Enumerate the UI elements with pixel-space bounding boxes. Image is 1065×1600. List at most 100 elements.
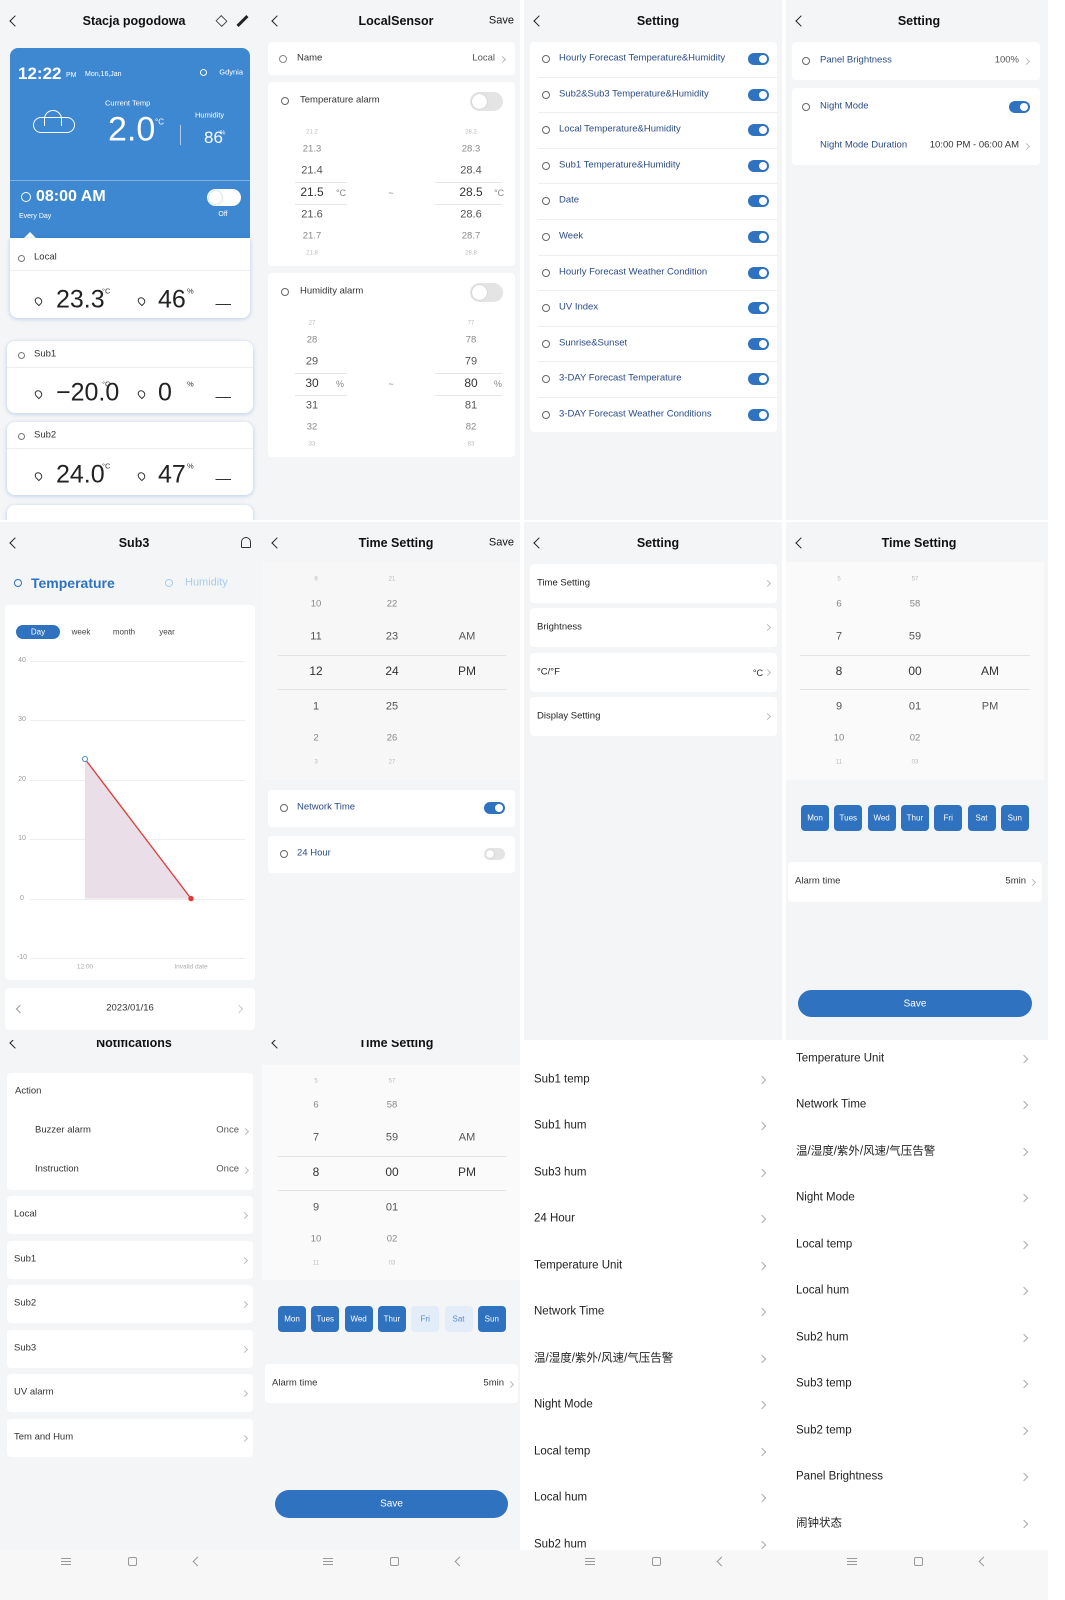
screen: Sub3 Temperature Humidity Day week month year -… — [0, 522, 262, 1040]
bell-icon[interactable] — [241, 537, 251, 548]
layers-icon[interactable] — [215, 15, 228, 27]
day-button[interactable] — [900, 805, 929, 831]
grid-line — [30, 779, 245, 781]
day-button[interactable] — [1000, 805, 1029, 831]
back-button[interactable] — [9, 15, 21, 27]
picker-option: PM — [458, 664, 476, 679]
list-item: Temperature Unit — [796, 1052, 885, 1065]
day-button[interactable] — [278, 1306, 306, 1332]
trend-icon[interactable] — [215, 473, 231, 480]
chevron-icon — [757, 1447, 767, 1456]
trend-icon[interactable] — [215, 298, 231, 305]
picker-option: 03 — [911, 759, 919, 766]
list-item: Sub1 hum — [534, 1119, 587, 1132]
save-button[interactable] — [275, 1490, 508, 1518]
humidity-label: Humidity — [195, 110, 225, 120]
divider — [7, 448, 253, 449]
save-button[interactable]: Save — [488, 14, 514, 27]
day-button[interactable] — [801, 805, 829, 831]
menu-icon[interactable] — [323, 1558, 333, 1559]
menu-icon[interactable] — [585, 1564, 595, 1565]
menu-icon[interactable] — [323, 1561, 333, 1562]
day-button[interactable] — [411, 1306, 440, 1332]
day-button[interactable] — [344, 1306, 373, 1332]
picker-line — [435, 182, 502, 183]
menu-icon[interactable] — [847, 1558, 857, 1559]
picker-option: 57 — [388, 1078, 396, 1085]
screen: Setting Time Setting Brightness °C/°F °C Disp… — [524, 522, 782, 1040]
back-icon[interactable] — [454, 1556, 465, 1567]
menu-icon[interactable] — [61, 1561, 71, 1562]
sensor-temp: −20.0 — [56, 378, 120, 407]
back-icon[interactable] — [716, 1556, 727, 1567]
back-button[interactable] — [271, 537, 283, 549]
tab-humidity: Humidity — [185, 576, 228, 589]
setting-label: Local Temperature&Humidity — [559, 123, 681, 135]
menu-icon[interactable] — [585, 1558, 595, 1559]
back-button[interactable] — [533, 537, 545, 549]
save-button[interactable]: Save — [488, 536, 514, 549]
period-pill[interactable] — [16, 625, 60, 639]
toggle-knob — [472, 93, 487, 109]
screen: Temperature Unit Network Time 温/湿度/紫外/风速/气… — [786, 1040, 1048, 1550]
temp-unit: °C — [155, 117, 164, 127]
day-button[interactable] — [934, 805, 963, 831]
home-icon[interactable] — [128, 1557, 137, 1566]
screen — [786, 1550, 1048, 1600]
home-icon[interactable] — [652, 1557, 661, 1566]
picker-option: AM — [981, 664, 999, 679]
screen: Setting Hourly Forecast Temperature&Humid… — [524, 0, 782, 520]
trend-icon[interactable] — [215, 391, 231, 398]
picker-option: 28.6 — [460, 208, 482, 221]
list-item: Local hum — [534, 1491, 588, 1504]
picker-option: 28.8 — [465, 250, 477, 257]
picker-option: 28 — [306, 334, 318, 346]
chart — [82, 756, 194, 902]
back-icon[interactable] — [978, 1556, 989, 1567]
back-button[interactable] — [271, 15, 283, 27]
day-label: Tues — [316, 1314, 335, 1324]
menu-icon[interactable] — [847, 1561, 857, 1562]
picker-option: 7 — [835, 630, 843, 643]
back-button[interactable] — [9, 1040, 21, 1049]
picker-option: 6 — [313, 1099, 319, 1111]
toggle-knob — [759, 339, 767, 348]
picker-option: 24 — [385, 664, 399, 679]
menu-icon[interactable] — [847, 1564, 857, 1565]
screen: Setting Panel Brightness 100% Night Mode Nig… — [786, 0, 1048, 520]
icon — [165, 579, 173, 587]
day-button[interactable] — [477, 1306, 506, 1332]
icon — [542, 161, 550, 170]
day-button[interactable] — [311, 1306, 340, 1332]
picker-line — [295, 395, 347, 396]
list-item: Panel Brightness — [796, 1470, 883, 1483]
edit-icon[interactable] — [236, 14, 249, 28]
page-title: Stacja pogodowa — [82, 13, 186, 28]
icon — [280, 804, 288, 812]
menu-icon[interactable] — [61, 1558, 71, 1559]
menu-icon[interactable] — [323, 1564, 333, 1565]
menu-icon[interactable] — [585, 1561, 595, 1562]
back-button[interactable] — [533, 15, 545, 27]
icon — [21, 192, 31, 202]
back-icon[interactable] — [192, 1556, 203, 1567]
home-icon[interactable] — [390, 1557, 399, 1566]
hum-unit: % — [187, 461, 194, 471]
back-button[interactable] — [795, 15, 807, 27]
picker-option: 02 — [386, 1233, 398, 1245]
divider — [538, 112, 777, 113]
chevron-icon — [757, 1122, 767, 1131]
sensor-hum: 46 — [158, 285, 186, 314]
picker-option: 21 — [388, 576, 396, 583]
save-button[interactable] — [798, 990, 1032, 1017]
save-label: Save — [380, 1498, 403, 1510]
home-icon[interactable] — [914, 1557, 923, 1566]
day-button[interactable] — [377, 1306, 406, 1332]
menu-icon[interactable] — [61, 1564, 71, 1565]
day-button[interactable] — [444, 1306, 473, 1332]
day-button[interactable] — [834, 805, 863, 831]
back-button[interactable] — [271, 1040, 283, 1049]
back-button[interactable] — [795, 537, 807, 549]
day-button[interactable] — [967, 805, 996, 831]
day-button[interactable] — [867, 805, 896, 831]
